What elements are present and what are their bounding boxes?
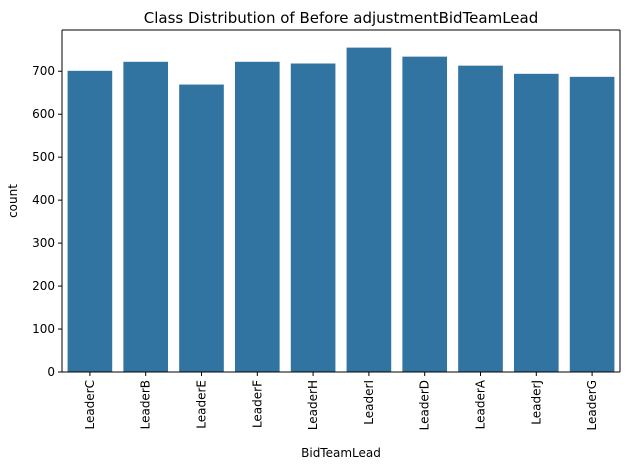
chart-title: Class Distribution of Before adjustmentB… <box>144 9 539 27</box>
bar-leaderg <box>569 76 615 372</box>
x-tick-label: LeaderG <box>585 380 599 430</box>
bar-leadere <box>179 84 224 373</box>
x-tick-label: LeaderE <box>195 380 209 429</box>
x-tick-label: LeaderH <box>306 380 320 430</box>
x-tick-label: LeaderC <box>83 380 97 430</box>
x-tick-label: LeaderD <box>418 380 432 430</box>
y-axis: 0 100 200 300 400 500 600 700 <box>32 64 62 379</box>
y-tick-label: 0 <box>47 365 55 379</box>
y-tick-label: 500 <box>32 150 55 164</box>
x-axis-label: BidTeamLead <box>301 446 381 460</box>
bar-leaderb <box>123 61 169 372</box>
y-tick-label: 700 <box>32 64 55 78</box>
y-tick-label: 100 <box>32 322 55 336</box>
y-tick-label: 300 <box>32 236 55 250</box>
bars <box>67 47 615 373</box>
bar-leaderf <box>234 61 280 372</box>
bar-leaderd <box>402 56 448 373</box>
bar-leaderj <box>513 73 559 372</box>
bar-leaderc <box>67 70 113 372</box>
x-tick-label: LeaderJ <box>529 380 543 425</box>
x-tick-label: LeaderF <box>250 380 264 428</box>
x-tick-label: LeaderA <box>474 379 488 429</box>
bar-leadera <box>458 65 503 373</box>
y-tick-label: 200 <box>32 279 55 293</box>
bar-leaderi <box>346 47 392 373</box>
y-axis-label: count <box>6 184 20 218</box>
x-axis: LeaderC LeaderB LeaderE LeaderF LeaderH Leade… <box>83 372 599 430</box>
bar-leaderh <box>290 63 336 372</box>
x-tick-label: LeaderI <box>362 380 376 425</box>
y-tick-label: 400 <box>32 193 55 207</box>
x-tick-label: LeaderB <box>139 380 153 429</box>
y-tick-label: 600 <box>32 107 55 121</box>
